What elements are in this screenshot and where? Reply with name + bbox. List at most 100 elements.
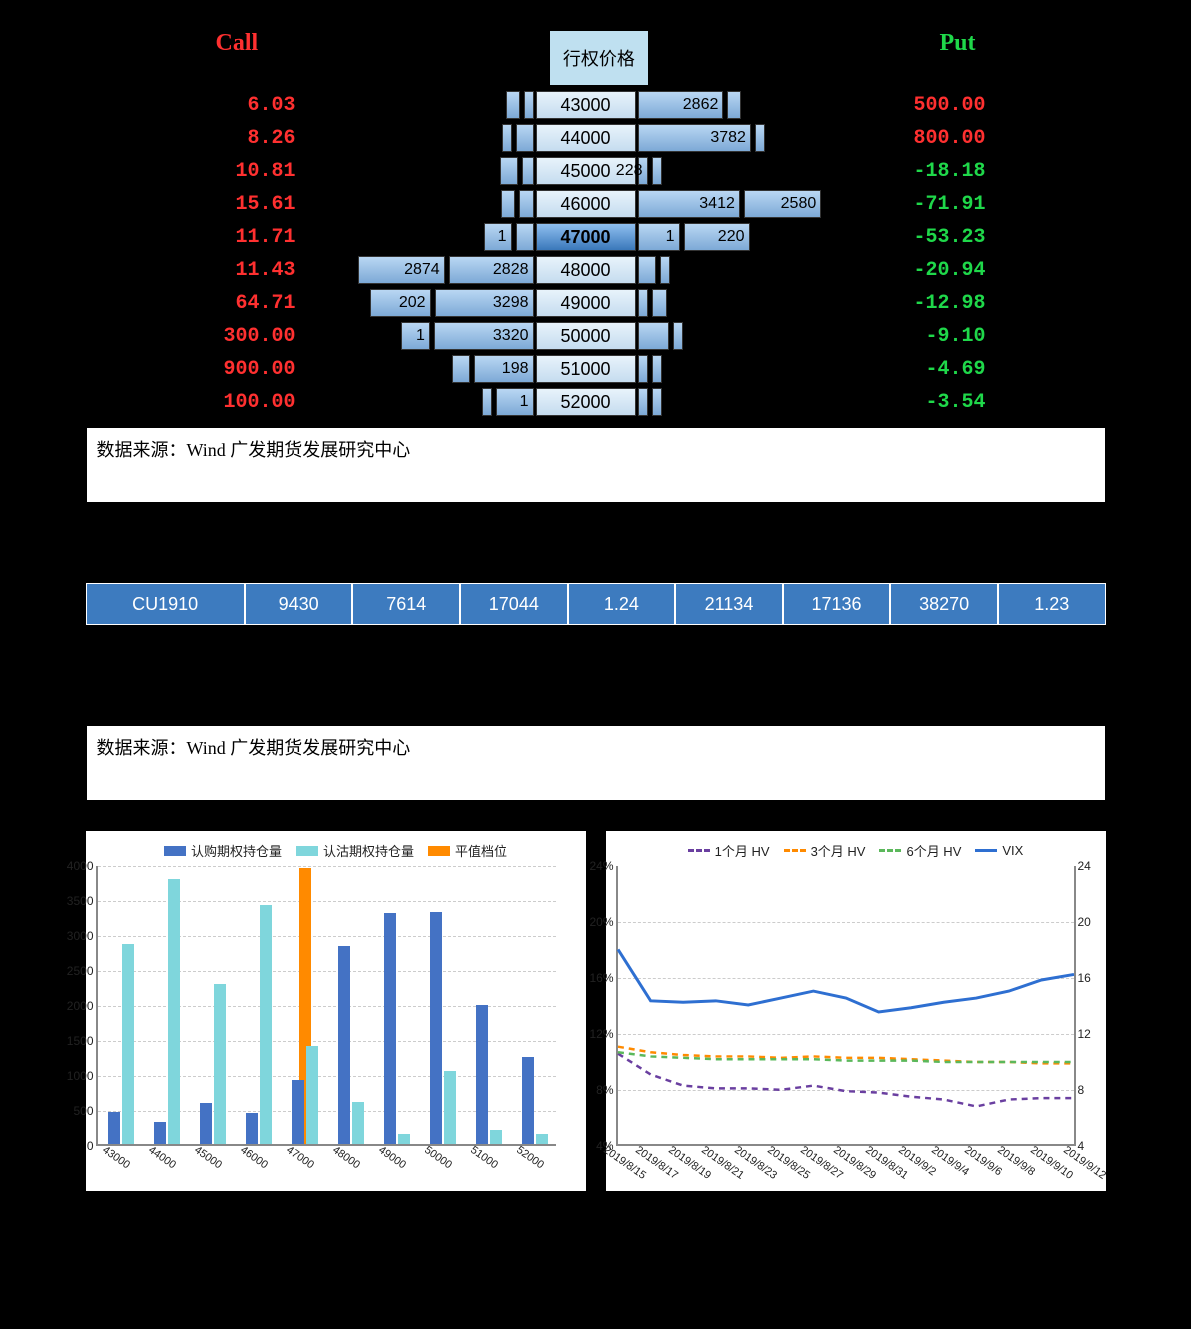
source-note-2: 数据来源：Wind 广发期货发展研究中心	[86, 725, 1106, 801]
x-tick-label: 43000	[100, 1144, 132, 1171]
y-tick-label-left: 16%	[589, 971, 617, 985]
call-pct: 8.26	[186, 127, 296, 150]
y-tick-label-left: 24%	[589, 859, 617, 873]
strike-cell: 46000	[536, 190, 636, 218]
put-bar-outer	[727, 91, 741, 119]
call-bar-outer: 1	[401, 322, 430, 350]
call-pct: 300.00	[186, 325, 296, 348]
put-oi-bar	[444, 1071, 456, 1145]
put-bar-outer: 2580	[744, 190, 821, 218]
call-oi-bar	[430, 912, 442, 1144]
option-row: 8.26440003782800.00	[186, 123, 1006, 153]
call-bar-inner	[524, 91, 534, 119]
y-tick-label-left: 20%	[589, 915, 617, 929]
y-tick-label-right: 8	[1074, 1083, 1085, 1097]
put-bar-outer: 220	[684, 223, 750, 251]
call-bar-outer: 1	[484, 223, 512, 251]
call-oi-bar	[200, 1103, 212, 1144]
call-pct: 15.61	[186, 193, 296, 216]
strike-cell: 48000	[536, 256, 636, 284]
call-bar-outer	[482, 388, 492, 416]
y-tick-label: 3000	[67, 929, 98, 943]
put-pct: -3.54	[876, 391, 986, 414]
put-bar-outer	[652, 388, 662, 416]
call-bar-outer: 202	[370, 289, 431, 317]
put-pct: -53.23	[876, 226, 986, 249]
call-oi-bar	[384, 913, 396, 1144]
y-tick-label-right: 20	[1074, 915, 1091, 929]
put-bar-inner: 2862	[638, 91, 724, 119]
strike-cell: 50000	[536, 322, 636, 350]
put-oi-bar	[352, 1102, 364, 1144]
vix-line	[618, 949, 1074, 1012]
summary-cell: 9430	[245, 583, 353, 625]
option-row: 6.03430002862500.00	[186, 90, 1006, 120]
x-tick-label: 44000	[146, 1144, 178, 1171]
call-pct: 900.00	[186, 358, 296, 381]
call-oi-bar	[108, 1112, 120, 1144]
put-pct: -20.94	[876, 259, 986, 282]
call-bar-outer	[502, 124, 512, 152]
put-pct: 500.00	[876, 94, 986, 117]
option-row: 11.432828287448000-20.94	[186, 255, 1006, 285]
x-tick-label: 46000	[238, 1144, 270, 1171]
legend-item: 认沽期权持仓量	[296, 841, 414, 860]
put-bar-inner	[638, 388, 648, 416]
y-tick-label: 1000	[67, 1069, 98, 1083]
y-tick-label: 2500	[67, 964, 98, 978]
x-tick-label: 45000	[192, 1144, 224, 1171]
put-oi-bar	[214, 984, 226, 1144]
contract-summary-row: CU191094307614170441.242113417136382701.…	[86, 583, 1106, 625]
put-oi-bar	[490, 1130, 502, 1144]
put-bar-inner	[638, 322, 670, 350]
call-bar-inner: 3298	[435, 289, 534, 317]
call-pct: 6.03	[186, 94, 296, 117]
legend-item: 平值档位	[428, 841, 507, 860]
hv3-line	[618, 1047, 1074, 1064]
put-bar-outer	[673, 322, 683, 350]
hv1-line	[618, 1054, 1074, 1107]
put-pct: -71.91	[876, 193, 986, 216]
call-bar-outer	[506, 91, 520, 119]
contract-code-cell: CU1910	[86, 583, 245, 625]
strike-cell: 47000	[536, 223, 636, 251]
call-bar-outer	[500, 157, 517, 185]
vol-plot-area: 4%48%812%1216%1620%2024%242019/8/152019/…	[616, 866, 1076, 1146]
put-bar-outer	[660, 256, 670, 284]
strike-header: 行权价格	[549, 30, 649, 86]
y-tick-label-right: 16	[1074, 971, 1091, 985]
call-bar-outer	[452, 355, 471, 383]
call-bar-outer	[501, 190, 514, 218]
put-pct: -12.98	[876, 292, 986, 315]
put-oi-bar	[536, 1134, 548, 1144]
x-tick-label: 49000	[376, 1144, 408, 1171]
legend-item: 1个月 HV	[688, 841, 770, 860]
option-row: 300.003320150000-9.10	[186, 321, 1006, 351]
call-bar-inner: 198	[474, 355, 533, 383]
call-bar-inner	[522, 157, 534, 185]
put-oi-bar	[260, 905, 272, 1144]
call-oi-bar	[522, 1057, 534, 1145]
source-note-1: 数据来源：Wind 广发期货发展研究中心	[86, 427, 1106, 503]
y-tick-label: 2000	[67, 999, 98, 1013]
x-tick-label: 48000	[330, 1144, 362, 1171]
put-oi-bar	[168, 879, 180, 1144]
option-row: 900.0019851000-4.69	[186, 354, 1006, 384]
call-bar-inner: 3320	[434, 322, 534, 350]
call-oi-bar	[246, 1113, 258, 1144]
summary-cell: 17136	[783, 583, 891, 625]
summary-cell: 7614	[352, 583, 460, 625]
put-pct: 800.00	[876, 127, 986, 150]
x-tick-label: 47000	[284, 1144, 316, 1171]
call-bar-inner: 2828	[449, 256, 534, 284]
call-bar-inner	[519, 190, 534, 218]
option-row: 100.00152000-3.54	[186, 387, 1006, 417]
option-row: 10.8145000228-18.18	[186, 156, 1006, 186]
put-bar-inner	[638, 289, 648, 317]
strike-cell: 44000	[536, 124, 636, 152]
put-bar-inner	[638, 355, 648, 383]
option-row: 11.711470001220-53.23	[186, 222, 1006, 252]
call-pct: 10.81	[186, 160, 296, 183]
call-oi-bar	[476, 1005, 488, 1144]
summary-cell: 1.23	[998, 583, 1106, 625]
